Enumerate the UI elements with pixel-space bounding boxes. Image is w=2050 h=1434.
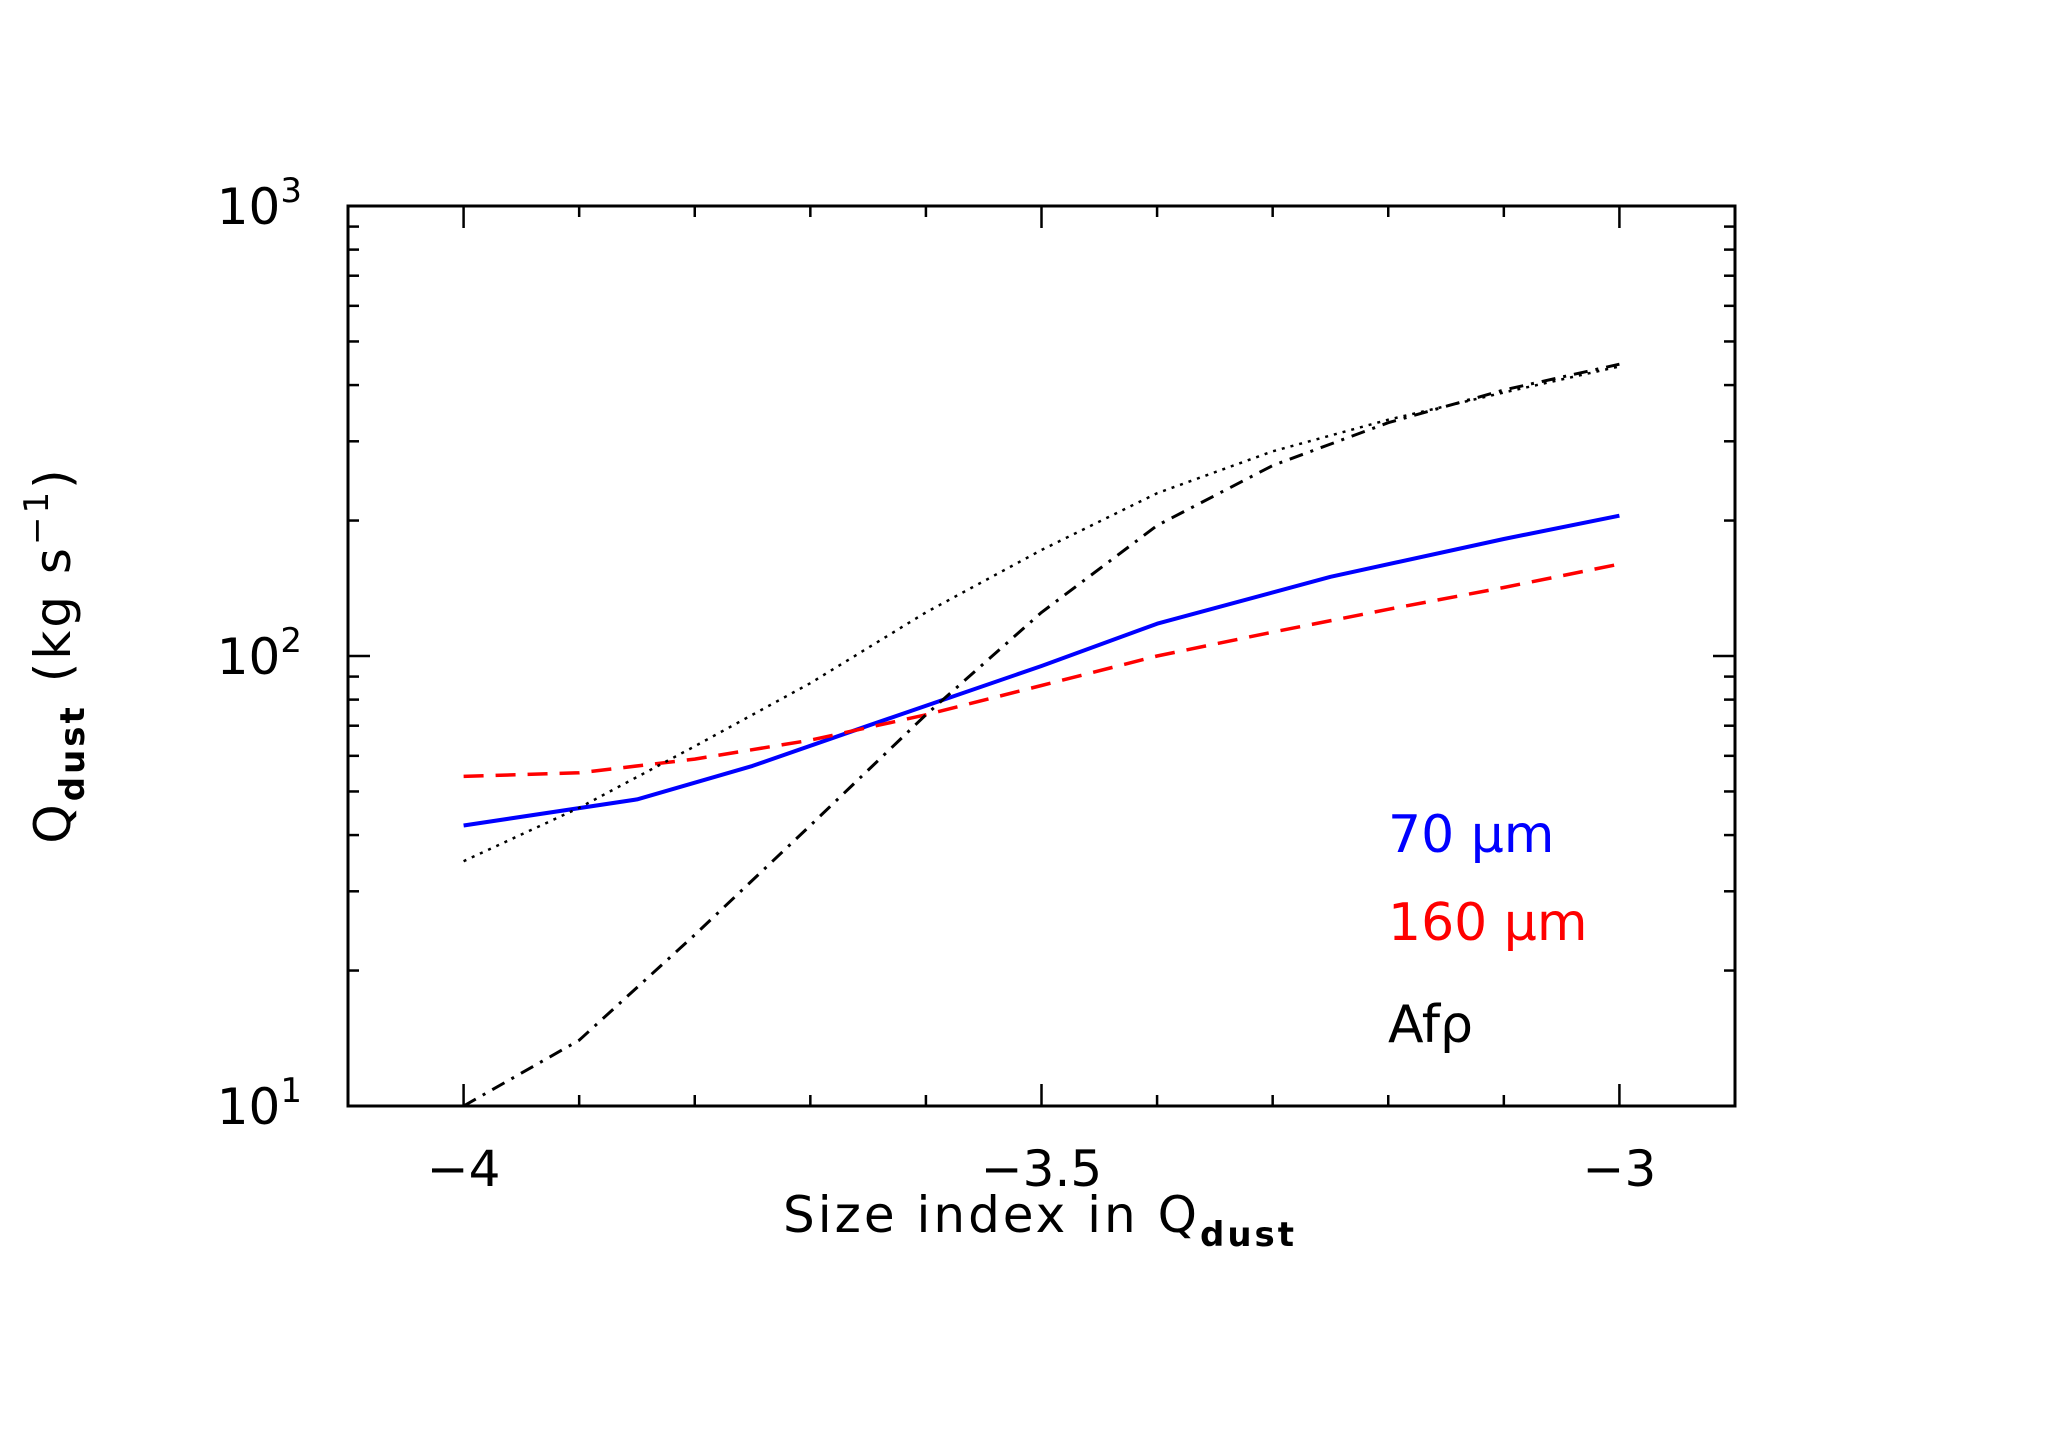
y-tick-label-base: 10 [217,628,281,686]
y-axis-title: Qdust (kg s−1) [17,466,93,843]
y-tick-label: 102 [217,621,302,686]
y-tick-label: 101 [217,1071,302,1136]
y-tick-label-base: 10 [217,178,281,236]
x-tick-label: −4 [427,1140,501,1198]
plot-border [346,204,1737,1108]
x-axis-title-text: Size index in Q [783,1186,1200,1244]
series-line-dashdot [462,362,1620,1108]
y-axis-title-unit-exponent: −1 [17,489,57,545]
series-line-dashed [463,562,1620,779]
y-axis-title-unit-close: ) [24,466,82,489]
plot-frame [346,204,1737,1108]
y-tick-label-exponent: 2 [280,621,302,661]
y-axis-title-subscript: dust [53,704,93,801]
y-axis-title-q: Q [24,801,82,843]
legend-label-70um: 70 μm [1388,805,1554,865]
legend: 70 μm 160 μm Afρ [1388,805,1588,1055]
y-tick-label-exponent: 1 [280,1071,302,1111]
axis-ticks [348,206,1735,1108]
x-axis-title-subscript: dust [1200,1215,1297,1255]
x-axis-title: Size index in Qdust [783,1186,1297,1255]
y-tick-label-base: 10 [217,1078,281,1136]
x-tick-label: −3.5 [981,1140,1102,1198]
x-tick-label: −3 [1583,1140,1657,1198]
series-line-solid [463,513,1620,828]
legend-label-afrho: Afρ [1388,995,1473,1055]
y-axis-title-unit: (kg s [24,545,82,682]
legend-label-160um: 160 μm [1388,893,1588,953]
series-lines [462,362,1620,1108]
y-tick-label: 103 [217,171,302,236]
y-tick-label-exponent: 3 [280,171,302,211]
